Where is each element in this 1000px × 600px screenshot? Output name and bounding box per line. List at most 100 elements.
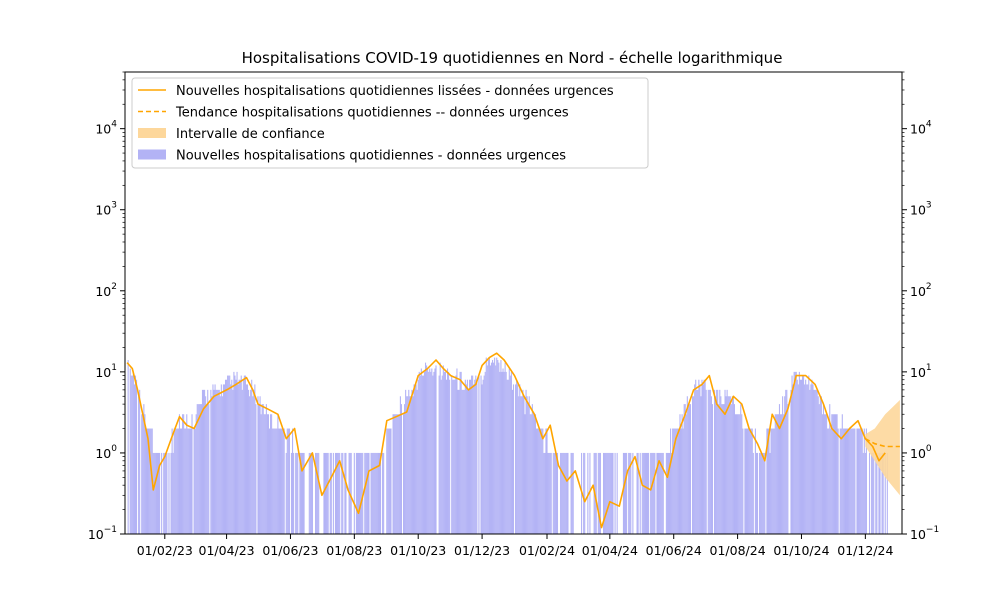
hospitalisation-bar [535,428,538,534]
hospitalisation-bar [723,404,725,534]
hospitalisation-bar [388,428,390,534]
hospitalisation-bar [407,396,409,534]
hospitalisation-bar [827,428,829,534]
hospitalisation-bar [786,389,788,534]
hospitalisation-bar [435,365,437,534]
hospitalisation-bar [837,428,839,534]
hospitalisation-bar [372,452,374,534]
hospitalisation-bar [642,452,644,534]
hospitalisation-bar [611,452,613,534]
hospitalisation-bar [744,428,746,534]
hospitalisation-bar [442,365,444,534]
hospitalisation-bar [738,414,740,534]
hospitalisation-bar [496,357,498,534]
hospitalisation-bar [718,404,720,534]
hospitalisation-bar [808,375,810,534]
hospitalisation-bar [221,396,223,534]
hospitalisation-bar [682,428,684,534]
hospitalisation-bar [605,452,607,534]
trend-dashed-line [864,437,900,448]
hospitalisation-bar [146,428,148,534]
hospitalisation-bar [607,452,609,534]
hospitalisation-bar [286,428,288,534]
hospitalisation-bar [717,389,719,534]
hospitalisation-bar [754,428,756,534]
hospitalisation-bar [606,452,608,534]
hospitalisation-bar [325,452,327,534]
hospitalisation-bar [812,384,814,534]
y-tick-label: 102 [910,282,932,299]
hospitalisation-bar [455,375,457,534]
hospitalisation-bar [317,452,319,534]
hospitalisation-bar [390,428,392,534]
hospitalisation-bar [223,384,226,534]
hospitalisation-bar [139,389,141,534]
hospitalisation-bar [410,396,412,534]
hospitalisation-bar [463,389,465,534]
hospitalisation-bar [324,452,326,534]
hospitalisation-bar [277,414,279,534]
hospitalisation-bar [449,379,451,534]
hospitalisation-bar [511,389,513,534]
hospitalisation-bar [703,379,705,534]
hospitalisation-bar [610,452,612,534]
hospitalisation-bar [462,389,464,534]
hospitalisation-bar [176,428,178,534]
hospitalisation-bar [465,384,467,534]
hospitalisation-bar [268,428,271,534]
hospitalisation-bar [290,452,293,534]
hospitalisation-bar [784,396,786,534]
hospitalisation-bar [566,452,568,534]
hospitalisation-bar [729,396,731,534]
hospitalisation-bar [179,428,182,534]
hospitalisation-bar [434,368,436,534]
hospitalisation-bar [553,452,555,534]
hospitalisation-bar [417,379,419,534]
hospitalisation-bar [748,428,750,534]
hospitalisation-bar [493,362,495,534]
hospitalisation-bar [335,452,338,534]
hospitalisation-bar [132,371,134,534]
hospitalisation-bar [485,357,487,534]
hospitalisation-bar [546,428,548,534]
bars-layer [127,357,888,534]
hospitalisation-bar [231,379,233,534]
x-tick-label: 01/02/24 [519,543,575,558]
hospitalisation-bar [451,375,453,534]
hospitalisation-bar [240,375,242,534]
hospitalisation-bar [395,414,397,534]
hospitalisation-bar [764,452,766,534]
hospitalisation-bar [253,389,255,534]
hospitalisation-bar [587,452,589,534]
hospitalisation-bar [441,375,443,534]
hospitalisation-bar [359,452,361,534]
hospitalisation-bar [862,452,864,534]
hospitalisation-bar [693,396,695,534]
hospitalisation-bar [776,414,778,534]
hospitalisation-bar [599,452,601,534]
hospitalisation-bar [584,452,586,534]
hospitalisation-bar [507,379,509,534]
hospitalisation-bar [227,375,229,534]
hospitalisation-bar [541,428,543,534]
hospitalisation-bar [148,428,150,534]
hospitalisation-bar [794,371,796,534]
hospitalisation-bar [202,389,205,534]
hospitalisation-bar [356,452,359,534]
hospitalisation-bar [498,362,500,534]
hospitalisation-bar [597,452,599,534]
x-tick-label: 01/12/24 [837,543,893,558]
hospitalisation-bar [857,428,859,534]
hospitalisation-bar [852,428,854,534]
hospitalisation-bar [604,452,606,534]
hospitalisation-bar [216,389,218,534]
hospitalisation-bar [267,414,270,534]
hospitalisation-bar [815,389,817,534]
hospitalisation-bar [844,428,846,534]
hospitalisation-bar [459,371,461,534]
hospitalisation-bar [864,452,866,534]
hospitalisation-bar [500,360,502,534]
hospitalisation-bar [466,379,468,534]
hospitalisation-bar [138,396,140,534]
x-tick-label: 01/12/23 [454,543,510,558]
